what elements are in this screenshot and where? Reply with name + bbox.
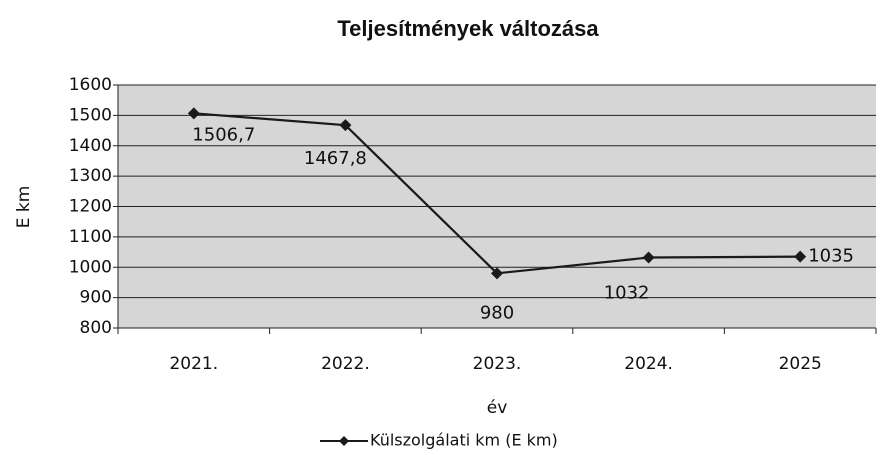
- x-tick-label: 2022.: [321, 354, 370, 374]
- legend-label: Külszolgálati km (E km): [370, 431, 558, 450]
- legend-marker: [339, 436, 349, 446]
- y-tick-label: 1300: [69, 166, 112, 186]
- chart-title: Teljesítmények változása: [337, 16, 599, 41]
- data-point: [794, 250, 807, 263]
- x-tick-label: 2025: [779, 354, 822, 374]
- data-point: [339, 119, 352, 132]
- y-tick-label: 1500: [69, 105, 112, 125]
- x-tick-label: 2023.: [473, 354, 522, 374]
- x-tick-label: 2021.: [169, 354, 218, 374]
- data-point: [491, 267, 503, 280]
- y-tick-label: 800: [80, 318, 112, 338]
- y-tick-label: 1100: [69, 227, 112, 247]
- y-axis-title: E km: [14, 186, 34, 229]
- data-label: 1506,7: [192, 124, 255, 145]
- y-tick-label: 1200: [69, 197, 112, 217]
- data-point: [187, 107, 200, 120]
- x-axis-title: év: [487, 398, 508, 418]
- data-label: 1032: [604, 283, 650, 304]
- x-tick-label: 2024.: [624, 354, 673, 374]
- y-tick-label: 1600: [69, 75, 112, 95]
- data-label: 1035: [808, 246, 854, 267]
- data-label: 1467,8: [304, 148, 367, 169]
- y-tick-label: 1400: [69, 136, 112, 156]
- data-label: 980: [480, 302, 514, 323]
- data-point: [642, 251, 655, 264]
- y-tick-label: 900: [80, 288, 112, 308]
- y-tick-label: 1000: [69, 257, 112, 277]
